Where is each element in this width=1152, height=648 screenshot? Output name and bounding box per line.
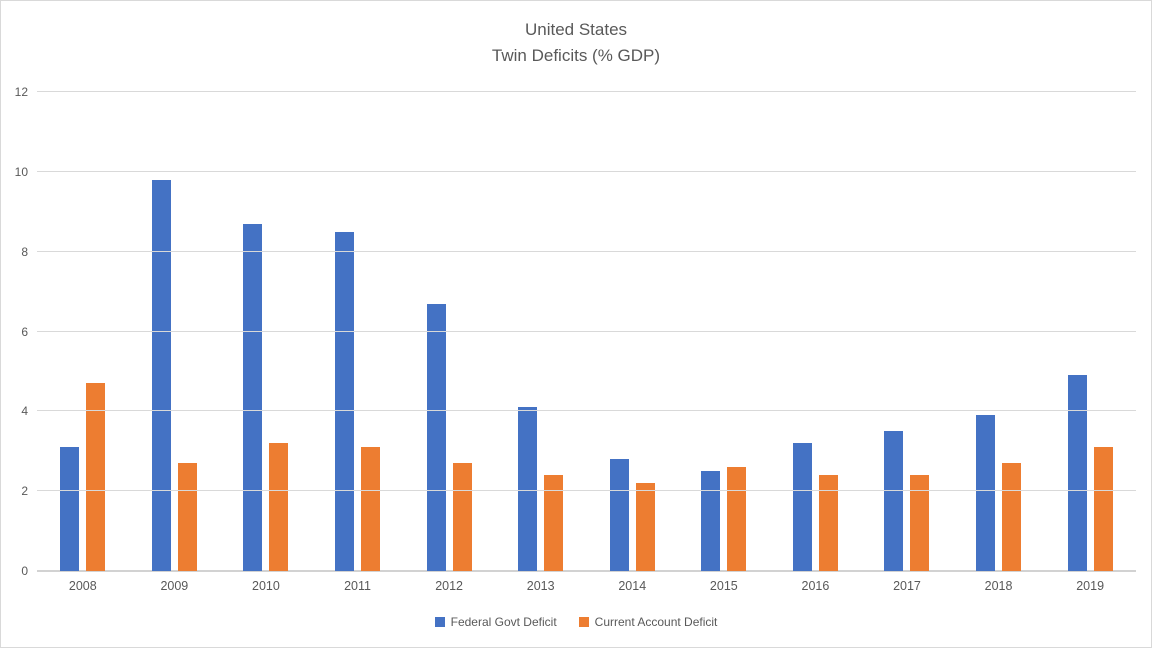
y-tick-label: 6 [21, 324, 28, 339]
bar-group-2011 [312, 92, 404, 571]
bar-current-account-deficit-2015 [727, 467, 747, 571]
bar-current-account-deficit-2019 [1093, 447, 1113, 571]
y-tick-label: 2 [21, 484, 28, 499]
bar-group-2019 [1044, 92, 1136, 571]
bar-current-account-deficit-2017 [910, 475, 930, 571]
gridline [37, 250, 1136, 252]
x-tick-label-2019: 2019 [1076, 579, 1105, 593]
x-tick-label-2014: 2014 [618, 579, 647, 593]
bar-federal-govt-deficit-2009 [151, 179, 171, 571]
legend-item-current-account-deficit: Current Account Deficit [578, 615, 718, 629]
bar-federal-govt-deficit-2018 [976, 415, 996, 571]
x-axis-line [37, 570, 1136, 572]
legend-swatch-icon [578, 617, 589, 627]
bar-federal-govt-deficit-2015 [701, 471, 721, 571]
bar-group-2012 [403, 92, 495, 571]
x-tick-label-2012: 2012 [435, 579, 463, 593]
legend-swatch-icon [434, 617, 445, 627]
bar-federal-govt-deficit-2012 [426, 303, 446, 571]
bar-current-account-deficit-2018 [1002, 463, 1022, 571]
bar-current-account-deficit-2014 [635, 483, 655, 571]
x-axis: 2008 2009 2010 2011 2012 2013 2014 2015 2016 2017… [37, 579, 1136, 593]
bar-group-2010 [220, 92, 312, 571]
bar-group-2018 [953, 92, 1045, 571]
legend: Federal Govt Deficit Current Account Defi… [0, 615, 1152, 629]
bar-group-2016 [770, 92, 862, 571]
bar-group-2017 [861, 92, 953, 571]
chart-subtitle: Twin Deficits (% GDP) [491, 46, 661, 65]
bar-federal-govt-deficit-2010 [243, 223, 263, 571]
chart-title-block: United States Twin Deficits (% GDP) [0, 17, 1152, 69]
bar-federal-govt-deficit-2016 [792, 443, 812, 571]
legend-label: Federal Govt Deficit [450, 615, 557, 629]
bar-group-2008 [37, 92, 129, 571]
bar-group-2013 [495, 92, 587, 571]
bar-current-account-deficit-2016 [818, 475, 838, 571]
gridline [37, 91, 1136, 92]
y-tick-label: 12 [14, 85, 28, 99]
gridline [37, 170, 1136, 172]
y-tick-label: 8 [21, 244, 28, 259]
bar-federal-govt-deficit-2014 [609, 459, 629, 571]
bar-current-account-deficit-2011 [361, 447, 381, 571]
x-tick-label-2009: 2009 [160, 579, 189, 593]
bar-current-account-deficit-2010 [269, 443, 289, 571]
bar-federal-govt-deficit-2019 [1067, 375, 1087, 571]
bar-federal-govt-deficit-2008 [60, 447, 80, 571]
bar-group-2014 [586, 92, 678, 571]
bar-current-account-deficit-2012 [452, 463, 472, 571]
plot-area [37, 91, 1136, 572]
x-tick-label-2013: 2013 [526, 579, 555, 593]
bar-federal-govt-deficit-2013 [518, 407, 538, 571]
bar-current-account-deficit-2008 [86, 383, 106, 571]
bar-group-2009 [129, 92, 221, 571]
y-tick-label: 10 [14, 164, 28, 179]
x-tick-label-2015: 2015 [709, 579, 738, 593]
bar-current-account-deficit-2009 [177, 463, 197, 571]
gridline [37, 410, 1136, 412]
x-tick-label-2010: 2010 [252, 579, 280, 593]
bar-group-2015 [678, 92, 770, 571]
legend-label: Current Account Deficit [594, 615, 718, 629]
gridline [37, 490, 1136, 492]
x-tick-label-2011: 2011 [344, 579, 371, 593]
bar-federal-govt-deficit-2011 [335, 231, 355, 571]
bar-current-account-deficit-2013 [544, 475, 564, 571]
legend-item-federal-govt-deficit: Federal Govt Deficit [434, 615, 557, 629]
x-tick-label-2018: 2018 [984, 579, 1013, 593]
y-axis: 0 2 4 6 8 10 12 [0, 85, 28, 578]
x-tick-label-2008: 2008 [68, 579, 97, 593]
y-tick-label: 4 [21, 404, 28, 419]
y-tick-label: 0 [21, 564, 28, 578]
x-tick-label-2016: 2016 [801, 579, 830, 593]
chart-title: United States [524, 20, 628, 39]
bar-federal-govt-deficit-2017 [884, 431, 904, 571]
gridline [37, 330, 1136, 332]
x-tick-label-2017: 2017 [893, 579, 921, 593]
bar-groups [37, 92, 1136, 571]
